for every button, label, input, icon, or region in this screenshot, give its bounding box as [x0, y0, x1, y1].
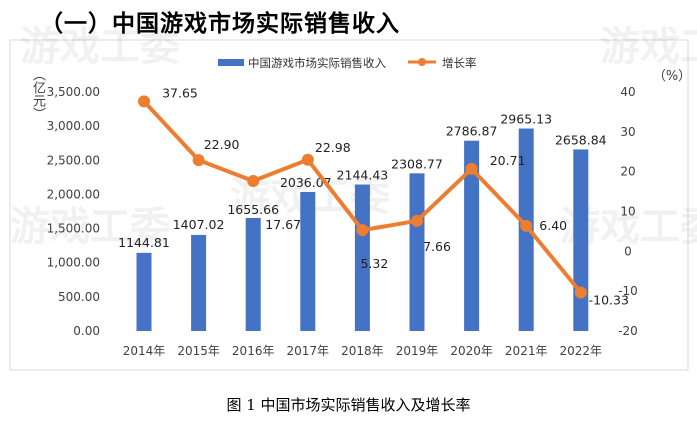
- line-data-label: 7.66: [423, 239, 451, 254]
- bar-2018年: [354, 184, 370, 331]
- left-axis-tick: 1,000.00: [47, 256, 100, 270]
- x-axis-tick: 2016年: [232, 344, 275, 358]
- growth-rate-point: [247, 174, 260, 187]
- right-axis-unit: （%）: [653, 69, 691, 84]
- line-data-label: 22.98: [315, 140, 351, 155]
- bar-2015年: [191, 234, 207, 331]
- growth-rate-point: [301, 153, 314, 166]
- line-data-label: 6.40: [539, 218, 567, 233]
- line-data-label: 17.67: [265, 217, 301, 232]
- left-axis-tick: 3,000.00: [47, 119, 100, 133]
- bar-2020年: [464, 140, 480, 331]
- right-axis-tick: -20: [618, 324, 638, 338]
- growth-rate-point: [465, 162, 478, 175]
- growth-rate-point: [411, 214, 423, 227]
- bar-data-label: 2144.43: [337, 168, 389, 183]
- bar-data-label: 1144.81: [118, 235, 170, 250]
- left-axis-unit: （亿元）: [30, 68, 45, 120]
- watermark: 游戏工委: [600, 24, 697, 70]
- legend-line-marker: [418, 58, 426, 66]
- left-axis-tick: 0.00: [73, 324, 100, 338]
- bar-data-label: 2036.07: [280, 175, 332, 190]
- bar-data-label: 2965.13: [500, 112, 552, 127]
- line-data-label: 22.90: [204, 137, 240, 152]
- right-axis-tick: 30: [620, 125, 635, 139]
- section-title: （一）中国游戏市场实际销售收入: [40, 10, 400, 37]
- watermark: 游戏工委: [20, 24, 180, 70]
- bar-data-label: 2308.77: [391, 156, 443, 171]
- watermark: 游戏工委: [10, 204, 170, 250]
- growth-rate-point: [520, 219, 533, 232]
- bar-2016年: [245, 217, 261, 331]
- bar-2022年: [573, 149, 589, 331]
- growth-rate-point: [356, 224, 369, 237]
- legend-bar-swatch: [218, 59, 244, 66]
- left-axis-tick: 3,500.00: [47, 85, 100, 99]
- right-axis-tick: -10: [618, 284, 638, 298]
- x-axis-tick: 2019年: [396, 344, 439, 358]
- line-data-label: 5.32: [360, 256, 388, 271]
- bar-data-label: 1407.02: [173, 217, 225, 232]
- x-axis-tick: 2022年: [560, 344, 603, 358]
- bar-2017年: [300, 191, 316, 331]
- bar-data-label: 2658.84: [555, 132, 607, 147]
- legend-line-label: 增长率: [442, 56, 477, 70]
- growth-rate-point: [574, 286, 587, 299]
- bar-2014年: [136, 252, 152, 331]
- x-axis-tick: 2015年: [177, 344, 220, 358]
- line-data-label: 20.71: [490, 153, 526, 168]
- right-axis-tick: 0: [624, 244, 632, 258]
- x-axis-tick: 2014年: [123, 344, 166, 358]
- line-data-label: 37.65: [162, 85, 198, 100]
- chart-frame: [9, 39, 689, 371]
- left-axis-tick: 2,500.00: [47, 153, 100, 167]
- left-axis-tick: 1,500.00: [47, 222, 100, 236]
- x-axis-tick: 2021年: [505, 344, 548, 358]
- x-axis-tick: 2017年: [287, 344, 330, 358]
- bar-data-label: 2786.87: [446, 124, 498, 139]
- left-axis-tick: 2,000.00: [47, 187, 100, 201]
- figure-caption: 图 1 中国市场实际销售收入及增长率: [226, 396, 471, 414]
- growth-rate-point: [192, 154, 205, 167]
- x-axis-tick: 2020年: [450, 344, 493, 358]
- x-axis-tick: 2018年: [341, 344, 384, 358]
- line-data-label: -10.33: [589, 292, 629, 307]
- right-axis-tick: 10: [620, 205, 635, 219]
- bar-data-label: 1655.66: [227, 202, 279, 217]
- legend-bar-label: 中国游戏市场实际销售收入: [248, 56, 386, 70]
- right-axis-tick: 40: [620, 85, 635, 99]
- growth-rate-point: [138, 95, 150, 108]
- bar-2019年: [409, 173, 425, 331]
- left-axis-tick: 500.00: [58, 290, 100, 304]
- right-axis-tick: 20: [620, 165, 635, 179]
